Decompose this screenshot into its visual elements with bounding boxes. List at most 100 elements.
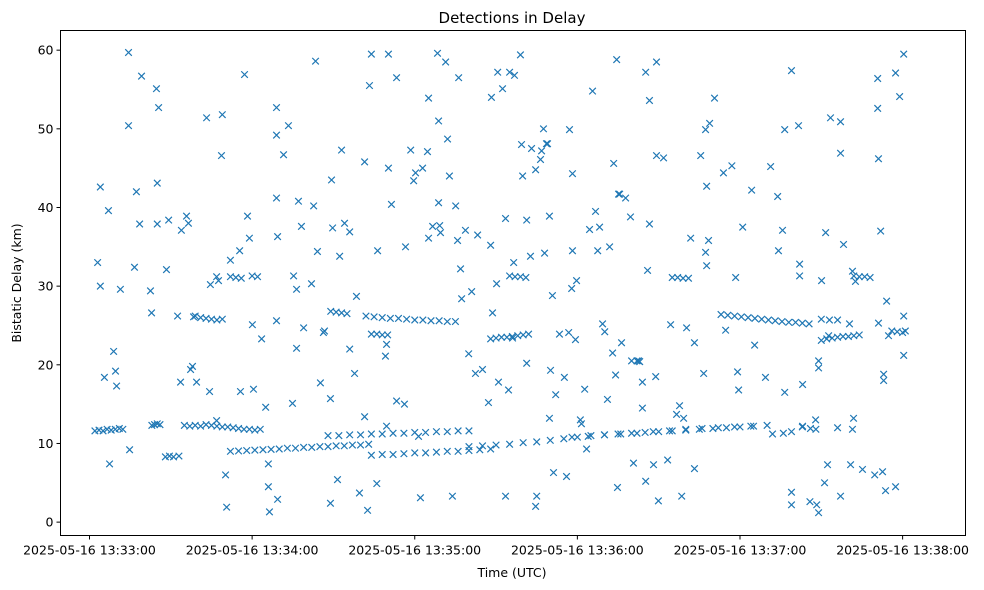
data-point xyxy=(435,221,444,230)
data-point xyxy=(454,447,462,456)
data-point xyxy=(182,212,191,220)
data-point xyxy=(548,291,557,300)
data-point xyxy=(873,104,882,113)
data-point xyxy=(814,357,823,365)
data-point xyxy=(454,73,463,82)
data-point xyxy=(654,427,663,436)
data-point xyxy=(615,190,624,198)
data-point xyxy=(567,284,576,293)
data-point xyxy=(846,460,855,469)
data-point xyxy=(104,206,113,215)
data-point xyxy=(812,425,820,434)
data-point xyxy=(812,501,821,509)
data-point xyxy=(651,372,660,381)
data-point xyxy=(891,483,900,491)
data-point xyxy=(817,276,826,285)
data-point xyxy=(702,182,711,190)
data-point xyxy=(757,315,766,323)
data-point xyxy=(492,441,500,449)
data-point xyxy=(848,425,857,434)
data-point xyxy=(192,378,201,386)
data-point xyxy=(267,445,275,454)
data-point xyxy=(526,252,535,260)
data-point xyxy=(821,228,830,237)
data-point xyxy=(621,194,630,202)
data-point xyxy=(690,464,699,473)
plot-frame xyxy=(60,30,966,536)
data-point xyxy=(874,154,883,163)
data-point xyxy=(613,483,622,492)
data-point xyxy=(565,125,574,134)
data-point xyxy=(773,192,782,201)
data-point xyxy=(806,497,814,506)
data-point xyxy=(833,424,842,432)
data-point xyxy=(324,431,332,440)
data-point xyxy=(731,273,740,282)
data-point xyxy=(704,236,713,245)
data-point xyxy=(517,140,526,149)
data-point xyxy=(335,431,343,440)
x-axis-label: Time (UTC) xyxy=(476,565,546,580)
data-point xyxy=(744,313,752,322)
data-point xyxy=(206,280,215,289)
data-point xyxy=(307,280,316,288)
data-point xyxy=(264,483,273,491)
data-point xyxy=(540,249,549,257)
data-point xyxy=(434,117,443,125)
data-point xyxy=(747,422,755,430)
data-point xyxy=(609,159,618,168)
data-point xyxy=(177,226,186,235)
data-point xyxy=(866,273,874,282)
data-point xyxy=(652,151,661,160)
data-point xyxy=(779,429,788,437)
data-point xyxy=(421,428,430,437)
data-point xyxy=(196,422,205,430)
data-point xyxy=(627,357,636,365)
data-point xyxy=(749,422,758,430)
data-point xyxy=(363,506,372,515)
y-tick-label: 40 xyxy=(38,200,54,215)
data-point xyxy=(96,282,105,290)
data-point xyxy=(451,202,460,210)
data-point xyxy=(666,320,675,329)
data-point xyxy=(855,331,863,339)
data-point xyxy=(728,162,736,170)
data-point xyxy=(545,414,554,423)
data-point xyxy=(826,114,835,122)
data-point xyxy=(696,151,705,160)
data-point xyxy=(328,224,337,232)
data-point xyxy=(787,488,796,496)
data-point xyxy=(701,125,710,134)
data-point xyxy=(603,395,612,404)
data-point xyxy=(234,447,243,455)
data-point xyxy=(299,324,308,332)
data-point xyxy=(876,227,885,235)
data-point xyxy=(643,266,652,275)
data-point xyxy=(612,55,621,64)
data-point xyxy=(418,164,427,172)
x-tick-label: 2025-05-16 13:38:00 xyxy=(836,543,969,558)
data-point xyxy=(443,135,452,143)
data-point xyxy=(702,261,711,270)
data-point xyxy=(467,287,476,296)
data-point xyxy=(531,166,540,174)
data-point xyxy=(448,492,457,500)
data-point xyxy=(340,442,349,450)
data-point xyxy=(805,320,813,328)
data-point xyxy=(308,443,316,452)
data-point xyxy=(901,327,910,335)
data-point xyxy=(457,295,466,303)
data-point xyxy=(679,274,687,283)
data-point xyxy=(795,272,804,280)
data-point xyxy=(332,442,340,450)
data-point xyxy=(311,57,320,65)
data-point xyxy=(498,84,507,93)
data-point xyxy=(119,425,127,434)
data-point xyxy=(817,315,826,323)
data-point xyxy=(400,400,409,408)
data-point xyxy=(451,317,460,326)
data-point xyxy=(611,371,620,379)
data-point xyxy=(360,158,369,166)
chart-title: Detections in Delay xyxy=(439,9,586,27)
y-tick-label: 10 xyxy=(38,436,54,451)
